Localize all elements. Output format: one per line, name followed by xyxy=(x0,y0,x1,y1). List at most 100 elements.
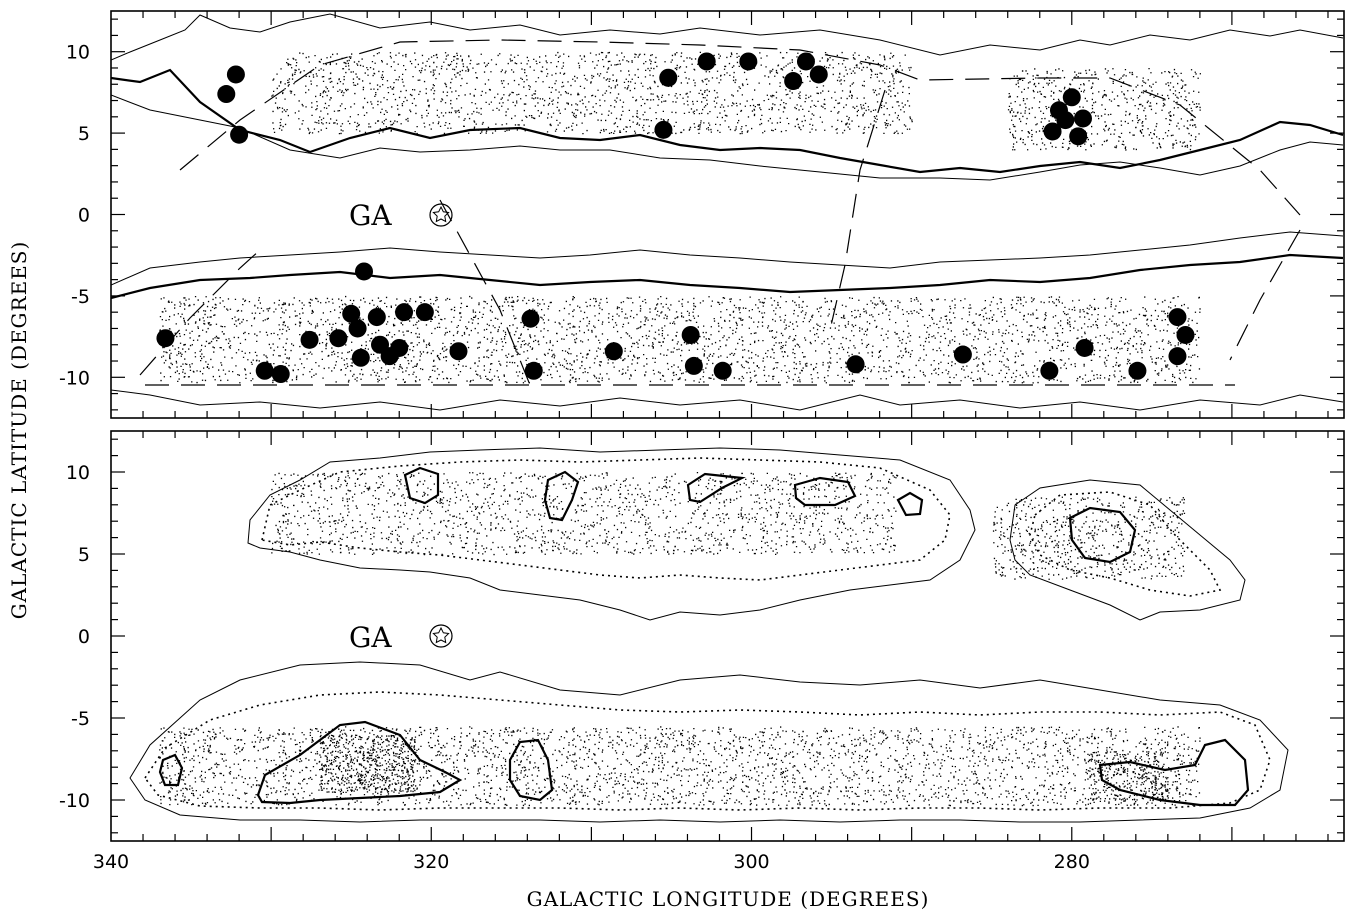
top-inner-contour-south xyxy=(111,231,1344,286)
galaxy-marker xyxy=(415,303,434,322)
x-tick-label: 320 xyxy=(413,851,449,873)
bottom-plot-area xyxy=(129,447,1289,823)
survey-boundary-divider-2 xyxy=(829,89,886,331)
galaxy-marker xyxy=(1176,325,1195,344)
y-tick-label: 5 xyxy=(78,544,90,566)
galaxy-marker xyxy=(953,345,972,364)
galaxy-marker xyxy=(681,325,700,344)
top-ga-label: GA xyxy=(349,199,392,232)
galaxy-marker xyxy=(1073,109,1092,128)
x-axis-title: GALACTIC LONGITUDE (DEGREES) xyxy=(527,887,930,911)
galaxy-marker xyxy=(329,329,348,348)
y-tick-label: 0 xyxy=(78,205,90,227)
galaxy-marker xyxy=(796,52,815,71)
galaxy-marker xyxy=(271,365,290,384)
bottom-thick-blob-east xyxy=(1068,506,1137,564)
bottom-ga-star-icon xyxy=(429,624,453,648)
galaxy-marker xyxy=(156,329,175,348)
bottom-ga-label: GA xyxy=(349,621,392,654)
y-tick-label: -10 xyxy=(59,790,90,812)
top-y-tick-labels: 10 5 0 -5 -10 xyxy=(59,42,90,390)
galaxy-marker xyxy=(1062,88,1081,107)
survey-boundary-north xyxy=(179,39,1301,216)
galaxy-marker xyxy=(1128,361,1147,380)
galaxy-marker xyxy=(230,125,249,144)
galaxy-marker xyxy=(1168,347,1187,366)
bottom-panel: 10 5 0 -5 -10 340 320 300 280 GA xyxy=(59,430,1345,873)
galaxy-marker xyxy=(395,303,414,322)
galaxy-marker xyxy=(1043,122,1062,141)
top-ticks xyxy=(111,11,1344,418)
bottom-outer-contour-north xyxy=(247,447,976,621)
top-extinction-contours xyxy=(111,13,1344,411)
galaxy-marker xyxy=(739,52,758,71)
top-inner-contour-north xyxy=(111,94,1344,181)
survey-boundary-divider-1 xyxy=(439,199,531,386)
bottom-thick-blob-south-2 xyxy=(508,738,554,802)
bottom-thick-blob-south-1 xyxy=(256,720,463,805)
galaxy-marker xyxy=(1056,111,1075,130)
galaxy-marker xyxy=(342,304,361,323)
bottom-outer-contour-south xyxy=(129,661,1289,823)
density-dot-field xyxy=(159,472,1201,807)
y-tick-label: -5 xyxy=(71,286,90,308)
bottom-ticks xyxy=(111,431,1344,841)
galaxy-marker xyxy=(300,330,319,349)
galaxy-marker xyxy=(604,342,623,361)
galaxy-marker xyxy=(654,120,673,139)
bottom-dotted-contour-north xyxy=(261,457,951,581)
galaxy-marker xyxy=(784,72,803,91)
galaxy-marker xyxy=(1069,127,1088,146)
galaxy-marker xyxy=(390,338,409,357)
x-tick-label: 340 xyxy=(93,851,129,873)
galaxy-marker xyxy=(697,52,716,71)
y-tick-label: 10 xyxy=(66,462,90,484)
top-outer-contour-south xyxy=(111,389,1344,411)
bottom-thick-blob-3 xyxy=(686,472,746,504)
galaxy-marker xyxy=(521,309,540,328)
y-tick-label: 0 xyxy=(78,626,90,648)
galaxy-marker xyxy=(659,68,678,87)
galaxy-marker xyxy=(367,308,386,327)
top-plot-area xyxy=(111,13,1344,411)
survey-boundary-east xyxy=(1229,229,1301,361)
galaxy-marker xyxy=(809,65,828,84)
top-panel: 10 5 0 -5 -10 GA xyxy=(59,10,1345,419)
bottom-y-tick-labels: 10 5 0 -5 -10 xyxy=(59,462,90,812)
galaxy-marker xyxy=(348,319,367,338)
bottom-density-contours xyxy=(129,447,1289,823)
bottom-thick-blob-south-4 xyxy=(1098,738,1250,807)
galaxy-marker xyxy=(1168,308,1187,327)
galaxy-marker xyxy=(351,348,370,367)
x-tick-label: 280 xyxy=(1054,851,1090,873)
galaxy-marker xyxy=(684,356,703,375)
bottom-thick-blob-2 xyxy=(543,470,580,522)
galaxy-marker xyxy=(217,85,236,104)
galaxy-marker xyxy=(846,355,865,374)
top-galaxy-markers xyxy=(156,52,1195,384)
galaxy-marker xyxy=(355,262,374,281)
galaxy-marker xyxy=(226,65,245,84)
galaxy-marker xyxy=(1075,338,1094,357)
x-tick-label: 300 xyxy=(733,851,769,873)
bottom-dotted-contour-south xyxy=(144,691,1271,811)
top-thick-contour-south xyxy=(111,253,1344,300)
bottom-thick-blob-south-3 xyxy=(158,753,184,787)
x-tick-labels: 340 320 300 280 xyxy=(93,851,1090,873)
bottom-thick-blob-5 xyxy=(896,491,924,517)
y-tick-label: 5 xyxy=(78,123,90,145)
bottom-outer-contour-east xyxy=(1009,479,1246,621)
top-survey-boundary xyxy=(139,39,1301,386)
top-outer-contour-north xyxy=(111,13,1344,61)
y-tick-label: 10 xyxy=(66,42,90,64)
galaxy-marker xyxy=(713,361,732,380)
galaxy-marker xyxy=(524,361,543,380)
bottom-thick-blob-4 xyxy=(793,476,857,507)
y-tick-label: -10 xyxy=(59,367,90,389)
bottom-density-dots xyxy=(159,472,1201,807)
bottom-panel-frame xyxy=(110,430,1345,842)
galaxy-marker xyxy=(1040,361,1059,380)
bottom-thick-blob-1 xyxy=(403,466,440,505)
top-ga-star-icon xyxy=(429,203,453,227)
